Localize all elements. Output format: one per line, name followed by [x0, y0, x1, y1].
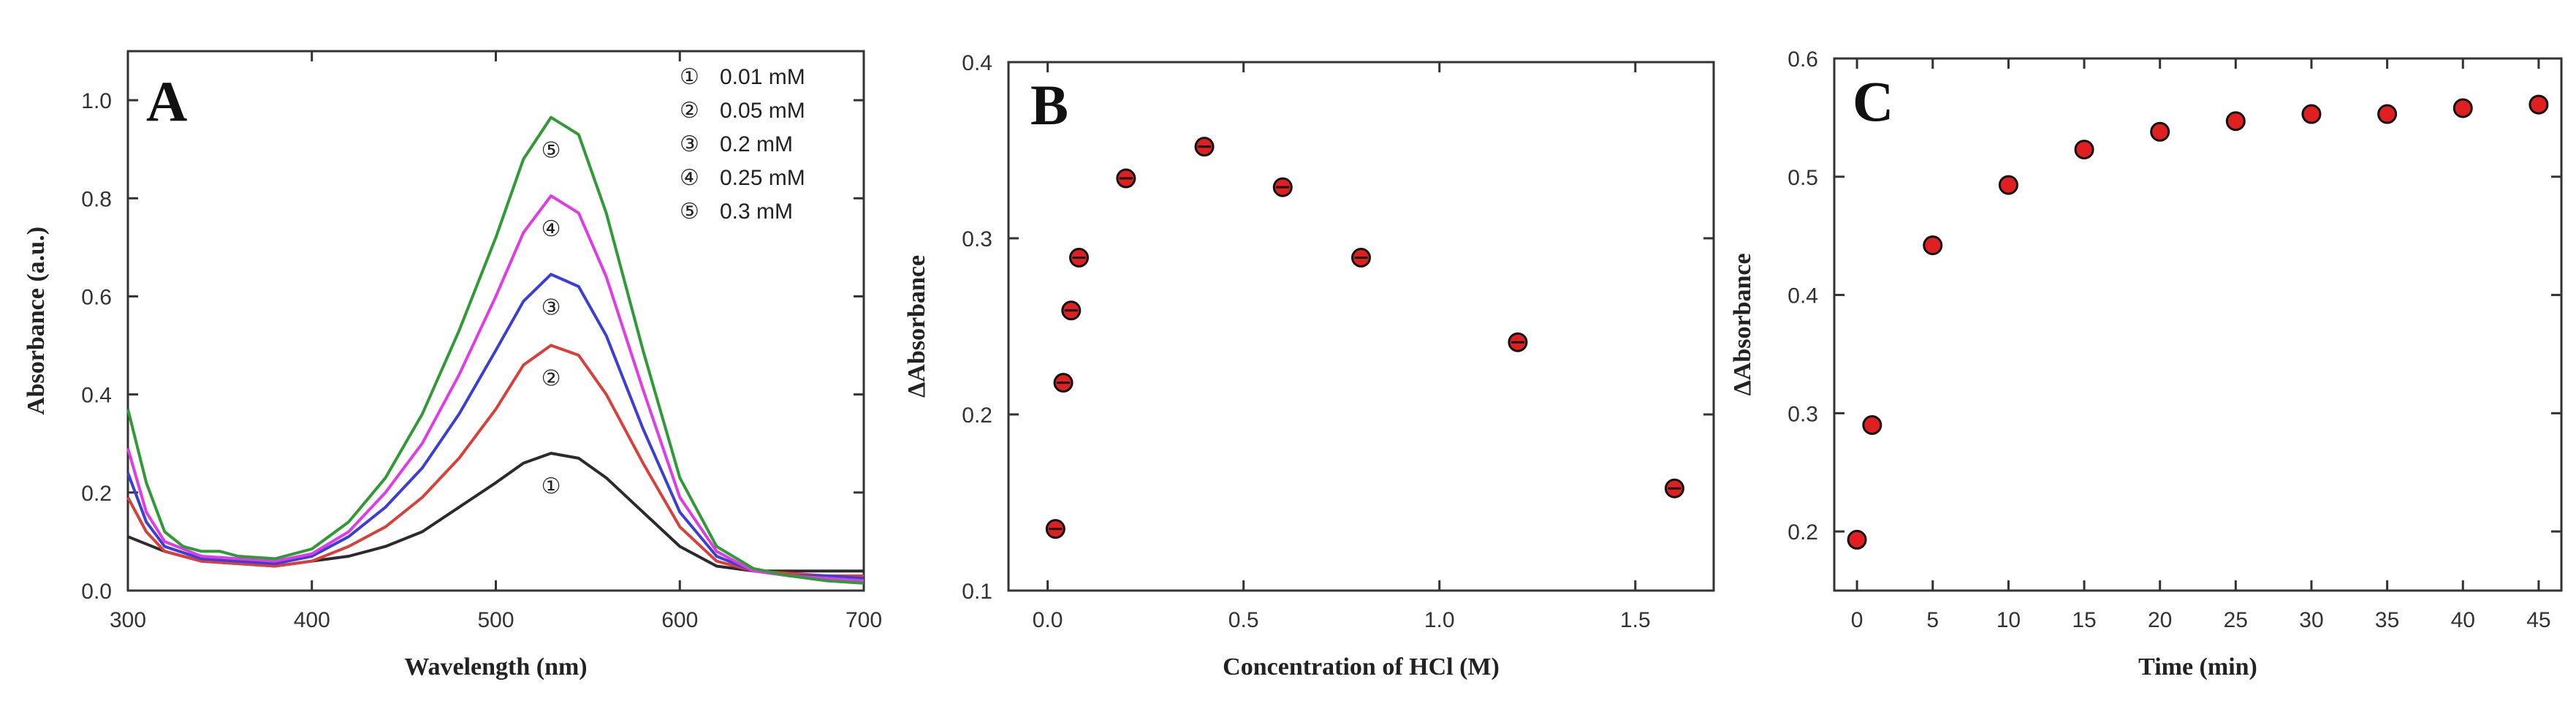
x-tick-label: 700 [846, 608, 882, 632]
y-tick-label: 0.4 [81, 384, 112, 408]
x-tick-label: 20 [2148, 608, 2172, 632]
x-tick-label: 40 [2451, 608, 2475, 632]
panel-letter: C [1853, 69, 1893, 133]
legend-symbol: ③ [680, 132, 699, 157]
x-tick-label: 5 [1926, 608, 1939, 632]
data-point [2225, 111, 2246, 132]
x-axis-label: Wavelength (nm) [404, 653, 587, 680]
series-marker-label: ④ [542, 216, 561, 242]
series-marker-label: ① [542, 474, 561, 499]
series-marker-label: ③ [542, 295, 561, 320]
legend-symbol: ④ [680, 165, 699, 191]
series-line [126, 344, 864, 577]
data-point [2528, 94, 2549, 115]
data-point [2301, 104, 2322, 124]
data-point [1862, 415, 1882, 436]
data-point [2452, 98, 2473, 118]
x-tick-label: 0.5 [1228, 608, 1259, 632]
y-tick-label: 0.6 [1787, 48, 1818, 72]
legend-symbol: ① [680, 64, 699, 90]
series-marker-label: ② [542, 366, 561, 392]
y-tick-label: 0.0 [81, 580, 112, 604]
legend-label: 0.3 mM [720, 200, 793, 224]
y-tick-label: 0.3 [962, 227, 992, 251]
x-tick-label: 15 [2072, 608, 2096, 632]
data-point [1847, 529, 1867, 550]
y-tick-label: 0.4 [962, 51, 992, 75]
x-tick-label: 1.5 [1620, 608, 1651, 632]
y-tick-label: 0.2 [81, 482, 112, 506]
x-tick-label: 300 [110, 608, 146, 632]
legend-label: 0.2 mM [720, 132, 793, 156]
y-tick-label: 0.6 [81, 285, 112, 309]
y-axis-label: ΔAbsorbance [903, 255, 930, 398]
x-axis-label: Time (min) [2138, 653, 2257, 680]
y-tick-label: 0.2 [962, 403, 992, 428]
legend-label: 0.05 mM [720, 99, 805, 123]
legend-symbol: ② [680, 98, 699, 124]
data-point [2150, 121, 2170, 142]
y-axis-label: ΔAbsorbance [1729, 253, 1756, 395]
x-tick-label: 35 [2375, 608, 2399, 632]
x-tick-label: 45 [2526, 608, 2550, 632]
x-tick-label: 600 [661, 608, 698, 632]
y-tick-label: 0.4 [1787, 284, 1818, 308]
plot-frame [1833, 57, 2563, 592]
legend-symbol: ⑤ [680, 199, 699, 224]
data-point [1923, 235, 1943, 256]
y-tick-label: 0.5 [1787, 166, 1818, 190]
panel-letter: A [146, 69, 187, 133]
data-point [2377, 104, 2398, 124]
x-tick-label: 10 [1996, 608, 2021, 632]
series-line [126, 273, 865, 580]
x-axis-label: Concentration of HCl (M) [1223, 653, 1500, 680]
panel-c: 0 5 10 15 20 25 30 35 40 45 0.2 0.3 0.4 0.5 0.6 Time (m… [1729, 48, 2563, 680]
series-line [126, 194, 865, 583]
data-point [2074, 140, 2094, 160]
x-tick-label: 30 [2299, 608, 2323, 632]
x-tick-label: 0 [1851, 608, 1863, 632]
y-tick-label: 0.2 [1787, 520, 1818, 545]
x-tick-label: 0.0 [1033, 608, 1063, 632]
y-tick-label: 1.0 [81, 89, 112, 113]
panel-a: 300 400 500 600 700 0.0 0.2 0.4 0.6 0.8 1.0 Wavelen… [23, 50, 882, 680]
x-tick-label: 400 [294, 608, 330, 632]
x-tick-label: 1.0 [1424, 608, 1455, 632]
y-axis-label: Absorbance (a.u.) [23, 227, 50, 415]
y-tick-label: 0.8 [81, 187, 112, 211]
x-tick-label: 25 [2224, 608, 2248, 632]
x-tick-label: 500 [477, 608, 514, 632]
series-line [126, 115, 865, 585]
legend-label: 0.01 mM [720, 65, 805, 89]
series-marker-label: ⑤ [542, 138, 561, 164]
panel-letter: B [1030, 73, 1068, 137]
data-point [1998, 175, 2018, 195]
y-tick-label: 0.1 [962, 580, 992, 604]
plot-frame [1007, 61, 1715, 592]
panel-b: 0.0 0.5 1.0 1.5 0.1 0.2 0.3 0.4 Concentration of… [903, 51, 1715, 680]
y-tick-label: 0.3 [1787, 402, 1818, 426]
legend-label: 0.25 mM [720, 166, 805, 190]
